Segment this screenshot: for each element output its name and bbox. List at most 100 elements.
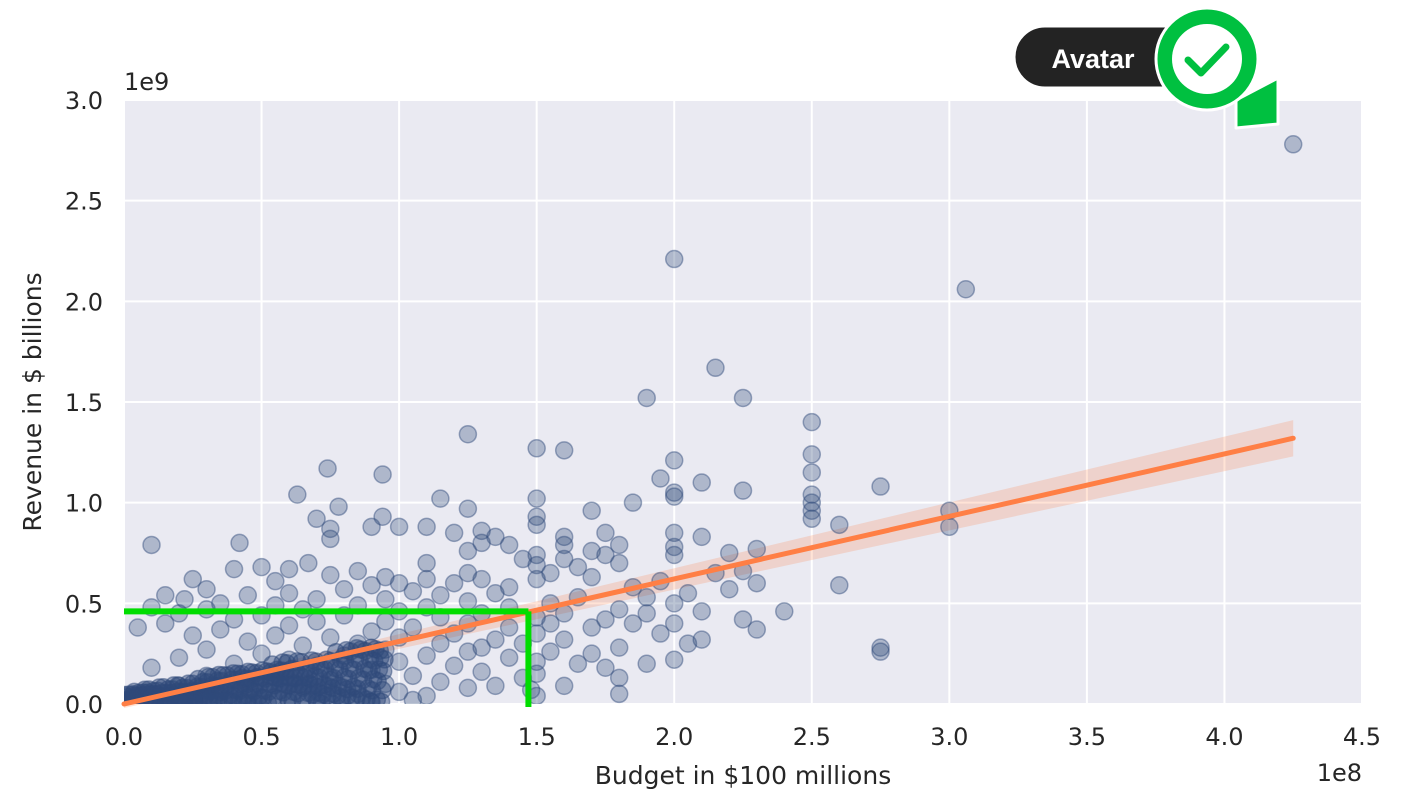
data-point — [527, 439, 546, 458]
data-point — [664, 487, 684, 506]
data-point — [156, 614, 175, 633]
data-point — [279, 616, 299, 635]
data-point — [229, 691, 249, 704]
data-point — [678, 584, 698, 603]
data-point — [458, 563, 478, 583]
data-point — [554, 441, 574, 460]
data-point — [279, 584, 299, 603]
data-point — [541, 563, 560, 583]
data-point — [486, 527, 505, 547]
data-point — [373, 507, 392, 527]
data-point — [444, 523, 464, 543]
data-point — [802, 493, 822, 512]
data-point — [651, 469, 670, 488]
data-point — [582, 567, 601, 587]
data-point — [956, 280, 976, 299]
data-point — [367, 690, 387, 704]
data-point — [678, 634, 698, 653]
data-point — [637, 588, 656, 607]
data-point — [307, 509, 326, 529]
data-point — [802, 501, 822, 520]
data-point — [541, 642, 560, 661]
avatar-callout-label: Avatar — [1051, 44, 1135, 74]
data-point — [871, 642, 890, 661]
data-point — [472, 662, 491, 682]
data-point — [609, 600, 629, 619]
data-point — [527, 545, 546, 565]
data-point — [142, 658, 161, 678]
data-point — [215, 690, 234, 704]
data-point — [830, 575, 849, 595]
data-point — [309, 683, 328, 702]
data-point — [596, 658, 615, 678]
data-point — [128, 618, 148, 637]
data-point — [288, 485, 307, 504]
data-point — [582, 618, 601, 637]
data-point — [458, 642, 478, 661]
data-point — [664, 594, 684, 613]
y-tick-label-1: 0.5 — [65, 590, 103, 618]
data-point — [403, 666, 423, 686]
data-point — [664, 483, 684, 502]
data-point — [499, 648, 519, 667]
data-point — [197, 640, 216, 659]
data-point — [719, 543, 739, 563]
data-point — [389, 652, 409, 671]
data-point — [211, 620, 230, 639]
data-point — [271, 673, 290, 693]
data-point — [664, 249, 684, 269]
data-point — [348, 561, 368, 581]
x-tick-labels: 0.0 0.5 1.0 1.5 2.0 2.5 3.0 3.5 4.0 4.5 — [105, 723, 1381, 751]
data-point — [458, 424, 478, 444]
data-point — [458, 541, 478, 561]
data-point — [499, 577, 519, 597]
data-point — [802, 463, 822, 482]
data-point — [431, 489, 450, 508]
data-point — [692, 527, 711, 547]
data-point — [664, 650, 684, 669]
data-point — [321, 519, 340, 539]
data-point — [285, 674, 305, 693]
x-tick-label-9: 4.5 — [1343, 723, 1381, 751]
data-point — [458, 499, 478, 518]
data-point — [582, 541, 601, 561]
data-point — [871, 638, 890, 657]
data-point — [568, 654, 588, 673]
y-tick-label-2: 1.0 — [65, 490, 103, 518]
magnifier-check-icon — [1154, 6, 1280, 130]
data-point — [637, 388, 656, 408]
data-point — [596, 523, 615, 543]
data-point — [637, 604, 656, 623]
y-tick-label-3: 1.5 — [65, 389, 103, 417]
data-point — [527, 515, 546, 535]
x-tick-label-7: 3.5 — [1068, 723, 1106, 751]
data-point — [472, 521, 491, 541]
data-point — [362, 575, 381, 595]
data-point — [541, 614, 560, 633]
data-point — [175, 590, 194, 609]
data-point — [1283, 135, 1303, 154]
data-point — [299, 553, 318, 573]
data-point — [802, 509, 822, 529]
avatar-callout: Avatar — [1012, 6, 1280, 130]
data-point — [403, 582, 423, 601]
data-point — [403, 690, 423, 704]
data-point — [609, 668, 629, 688]
data-point — [417, 569, 436, 589]
data-point — [568, 557, 588, 577]
data-point — [200, 690, 220, 704]
y-axis-title: Revenue in $ billions — [18, 272, 47, 531]
data-point — [596, 610, 615, 629]
data-point — [362, 517, 381, 537]
data-point — [747, 573, 767, 593]
data-point — [334, 579, 354, 599]
data-point — [266, 571, 285, 591]
data-point — [238, 586, 258, 605]
data-point — [623, 614, 643, 633]
magnifier-handle — [1234, 76, 1280, 130]
data-point — [719, 579, 739, 599]
data-point — [472, 533, 491, 553]
x-tick-label-2: 1.0 — [380, 723, 418, 751]
data-point — [376, 567, 395, 587]
